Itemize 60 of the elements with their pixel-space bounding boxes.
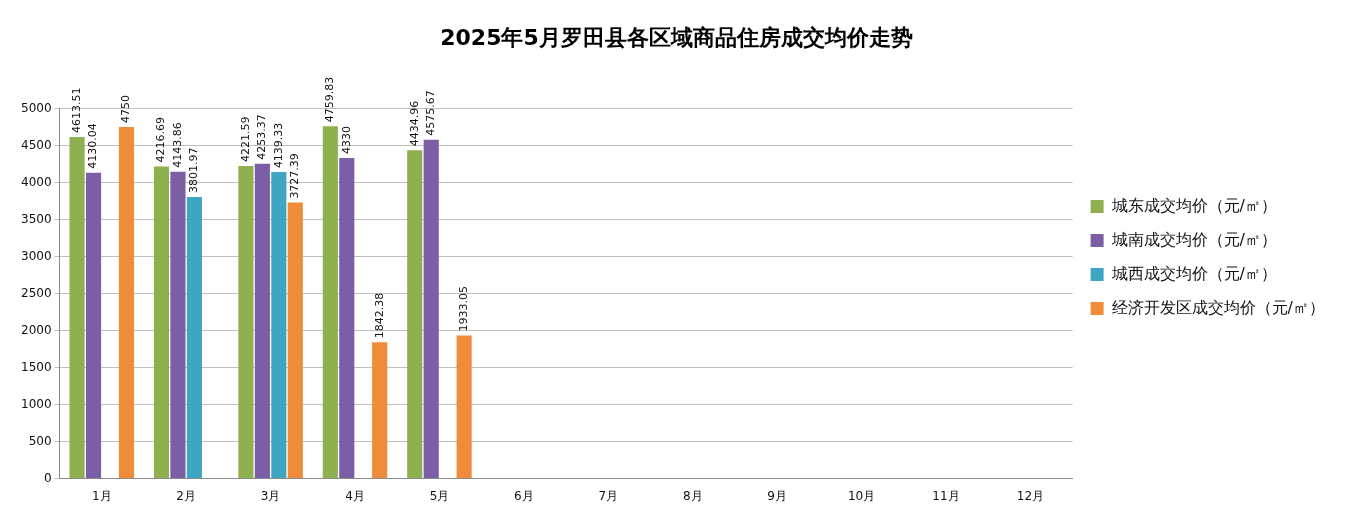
data-label: 4216.69 bbox=[154, 116, 168, 163]
data-label: 4759.83 bbox=[323, 76, 337, 123]
data-label: 1933.05 bbox=[456, 285, 470, 332]
x-tick-label: 11月 bbox=[932, 488, 960, 503]
legend-label: 经济开发区成交均价（元/㎡） bbox=[1111, 297, 1325, 317]
bar bbox=[69, 137, 85, 479]
data-label: 3727.39 bbox=[288, 153, 302, 199]
bar bbox=[238, 166, 254, 479]
bar bbox=[322, 126, 338, 479]
bar bbox=[254, 163, 270, 479]
bar bbox=[170, 171, 186, 479]
data-label: 4750 bbox=[119, 94, 133, 123]
bar bbox=[85, 172, 102, 479]
bar bbox=[372, 342, 388, 479]
x-tick-label: 10月 bbox=[847, 488, 876, 503]
legend-label: 城西成交均价（元/㎡） bbox=[1110, 263, 1277, 283]
x-tick-label: 6月 bbox=[514, 488, 534, 503]
bar bbox=[153, 166, 170, 479]
bar bbox=[339, 158, 355, 479]
bar bbox=[407, 150, 423, 479]
y-tick-label: 3000 bbox=[20, 248, 52, 263]
legend-label: 城东成交均价（元/㎡） bbox=[1110, 195, 1277, 215]
data-label: 4139.33 bbox=[271, 122, 285, 169]
data-label: 4130.04 bbox=[86, 123, 100, 169]
data-label: 4575.67 bbox=[424, 90, 438, 136]
x-tick-label: 4月 bbox=[345, 488, 365, 503]
legend-label: 城南成交均价（元/㎡） bbox=[1110, 229, 1277, 249]
data-label: 1842.38 bbox=[372, 292, 386, 339]
x-tick-label: 7月 bbox=[598, 488, 619, 503]
y-tick-label: 1000 bbox=[20, 396, 52, 411]
y-tick-label: 5000 bbox=[20, 100, 52, 115]
data-label: 3801.97 bbox=[187, 147, 201, 194]
x-tick-label: 3月 bbox=[260, 488, 281, 503]
data-label: 4143.86 bbox=[170, 122, 184, 168]
x-tick-label: 2月 bbox=[176, 488, 196, 503]
bar bbox=[271, 172, 287, 479]
x-tick-label: 1月 bbox=[91, 488, 112, 503]
y-tick-label: 3500 bbox=[20, 211, 52, 226]
bar bbox=[118, 126, 135, 479]
bar bbox=[287, 202, 303, 479]
y-tick-label: 500 bbox=[28, 433, 52, 448]
bar bbox=[456, 335, 472, 479]
x-tick-label: 9月 bbox=[767, 488, 787, 503]
data-label: 4330 bbox=[339, 126, 353, 155]
y-tick-label: 0 bbox=[43, 470, 52, 485]
x-tick-label: 8月 bbox=[682, 488, 703, 503]
chart-title: 2025年5月罗田县各区域商品住房成交均价走势 bbox=[440, 24, 913, 50]
x-tick-label: 5月 bbox=[429, 488, 450, 503]
data-label: 4613.51 bbox=[69, 87, 83, 134]
bar bbox=[186, 197, 202, 479]
bar bbox=[423, 139, 439, 479]
y-tick-label: 4500 bbox=[20, 137, 52, 152]
y-tick-label: 4000 bbox=[20, 174, 52, 189]
y-tick-label: 2000 bbox=[20, 322, 52, 337]
data-label: 4253.37 bbox=[255, 114, 269, 160]
data-label: 4434.96 bbox=[407, 100, 421, 147]
y-tick-label: 1500 bbox=[20, 359, 52, 374]
data-label: 4221.59 bbox=[238, 116, 252, 163]
x-tick-label: 12月 bbox=[1016, 488, 1045, 503]
y-tick-label: 2500 bbox=[20, 285, 52, 300]
